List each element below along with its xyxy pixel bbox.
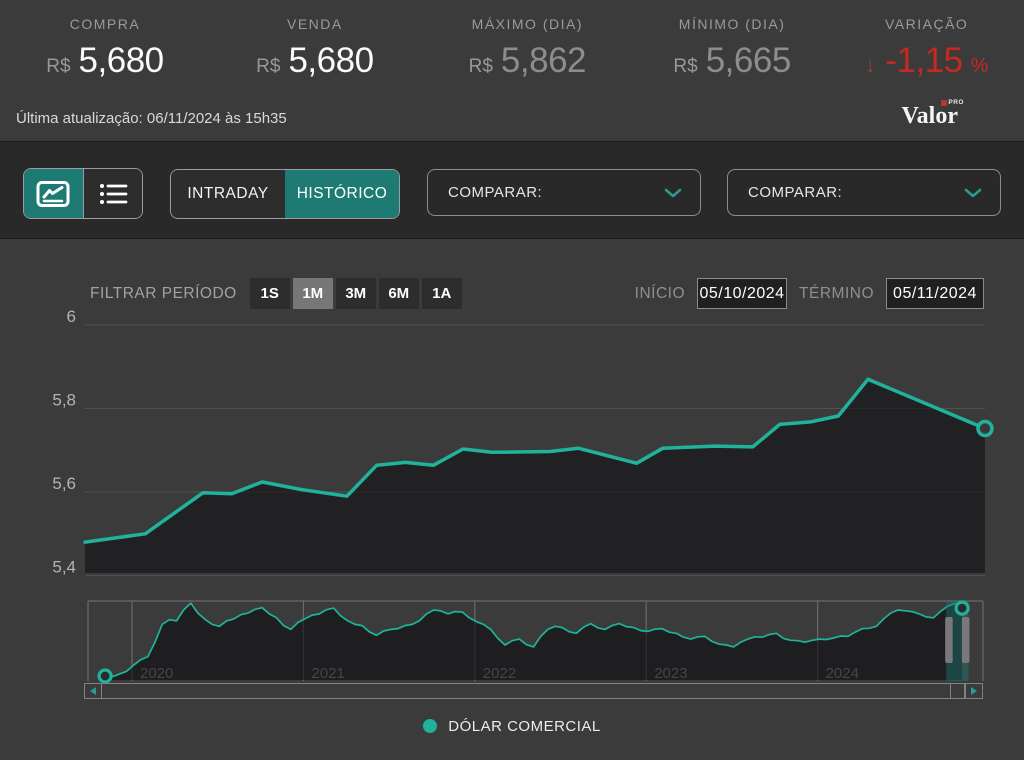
stat-label: VENDA <box>286 16 343 32</box>
period-button-3m[interactable]: 3M <box>335 278 376 309</box>
period-mode-tabs: INTRADAY HISTÓRICO <box>170 169 400 219</box>
stat-label: MÍNIMO (DIA) <box>678 16 786 32</box>
stat-value: -1,15 <box>885 41 963 80</box>
stat-label: MÁXIMO (DIA) <box>471 16 583 32</box>
stat-label: VARIAÇÃO <box>885 16 969 32</box>
main-price-chart: 6 5,8 5,6 5,4 <box>52 307 994 577</box>
chart-panel: FILTRAR PERÍODO 1S 1M 3M 6M 1A INÍCIO TÉ… <box>0 239 1024 760</box>
end-date-label: TÉRMINO <box>799 284 874 302</box>
stat-value: 5,680 <box>288 41 374 80</box>
scroll-left-button[interactable] <box>85 684 102 698</box>
stat-value: 5,680 <box>78 41 165 80</box>
y-axis-tick: 5,6 <box>52 474 76 493</box>
chart-toolbar: INTRADAY HISTÓRICO COMPARAR: COMPARAR: <box>0 141 1024 239</box>
list-view-button[interactable] <box>82 169 142 218</box>
currency-prefix: R$ <box>468 56 493 77</box>
stats-row: COMPRA R$ 5,680 VENDA R$ 5,680 MÁXIMO (D… <box>0 0 1024 81</box>
stat-venda: VENDA R$ 5,680 <box>210 16 420 81</box>
line-chart-icon <box>36 180 70 207</box>
compare-dropdown-label: COMPARAR: <box>448 184 543 201</box>
stat-variacao: VARIAÇÃO ↓ -1,15 % <box>829 16 1024 81</box>
series-name: DÓLAR COMERCIAL <box>448 717 601 735</box>
mini-chart-scrollbar[interactable] <box>84 683 983 699</box>
y-axis-tick: 6 <box>67 307 76 326</box>
percent-suffix: % <box>970 55 989 77</box>
chevron-down-icon <box>664 188 682 197</box>
mini-overview-chart: 20202021202220232024 <box>87 600 984 684</box>
period-button-1a[interactable]: 1A <box>421 278 462 309</box>
y-axis-tick: 5,8 <box>52 391 76 410</box>
y-axis-tick: 5,4 <box>52 558 76 577</box>
scroll-right-icon <box>971 687 977 695</box>
mini-area-fill <box>105 603 963 680</box>
list-icon <box>99 183 128 204</box>
scrollbar-track[interactable] <box>102 684 950 698</box>
view-toggle-group <box>23 168 143 219</box>
pro-badge-icon <box>941 99 948 106</box>
price-line <box>83 377 987 544</box>
scrollbar-thumb[interactable] <box>950 684 965 698</box>
tab-historico[interactable]: HISTÓRICO <box>285 170 399 218</box>
mini-price-line <box>105 602 963 678</box>
mini-end-marker <box>954 600 970 616</box>
valor-pro-logo: Valor PRO <box>901 99 964 130</box>
tab-intraday[interactable]: INTRADAY <box>171 170 285 218</box>
stat-value: 5,665 <box>705 41 792 80</box>
brush-handle-right[interactable] <box>961 617 970 663</box>
logo-text: Valor <box>901 103 958 129</box>
stat-compra: COMPRA R$ 5,680 <box>0 16 210 81</box>
stat-label: COMPRA <box>69 16 141 32</box>
currency-prefix: R$ <box>673 56 698 77</box>
start-date-label: INÍCIO <box>634 284 686 302</box>
mini-start-marker <box>97 668 113 684</box>
chevron-down-icon <box>964 188 982 197</box>
stat-value: 5,862 <box>500 41 587 80</box>
compare-dropdown-1[interactable]: COMPARAR: <box>427 169 701 216</box>
compare-dropdown-label: COMPARAR: <box>748 184 843 201</box>
period-button-6m[interactable]: 6M <box>378 278 419 309</box>
end-date-input[interactable] <box>886 278 984 309</box>
stat-minimo-dia: MÍNIMO (DIA) R$ 5,665 <box>635 16 830 81</box>
scroll-right-button[interactable] <box>965 684 982 698</box>
compare-dropdown-2[interactable]: COMPARAR: <box>727 169 1001 216</box>
period-filter: FILTRAR PERÍODO 1S 1M 3M 6M 1A <box>90 278 465 309</box>
down-arrow-icon: ↓ <box>864 54 876 77</box>
brush-handle-left[interactable] <box>945 617 953 663</box>
date-range-controls: INÍCIO TÉRMINO <box>635 278 984 309</box>
scroll-left-icon <box>90 687 96 695</box>
pro-badge: PRO <box>941 99 964 106</box>
area-fill <box>85 379 985 573</box>
series-dot-icon <box>423 719 438 733</box>
start-date-input[interactable] <box>697 278 788 309</box>
period-button-1s[interactable]: 1S <box>249 278 290 309</box>
chart-legend: DÓLAR COMERCIAL <box>0 713 1024 739</box>
last-update-text: Última atualização: 06/11/2024 às 15h35 <box>16 110 287 127</box>
stat-maximo-dia: MÁXIMO (DIA) R$ 5,862 <box>420 16 635 81</box>
quote-header: COMPRA R$ 5,680 VENDA R$ 5,680 MÁXIMO (D… <box>0 0 1024 141</box>
currency-prefix: R$ <box>256 56 281 77</box>
chart-view-button[interactable] <box>24 169 83 218</box>
last-point-marker <box>976 419 994 438</box>
currency-prefix: R$ <box>46 56 71 77</box>
period-button-1m[interactable]: 1M <box>292 278 333 309</box>
filter-period-label: FILTRAR PERÍODO <box>90 284 237 302</box>
